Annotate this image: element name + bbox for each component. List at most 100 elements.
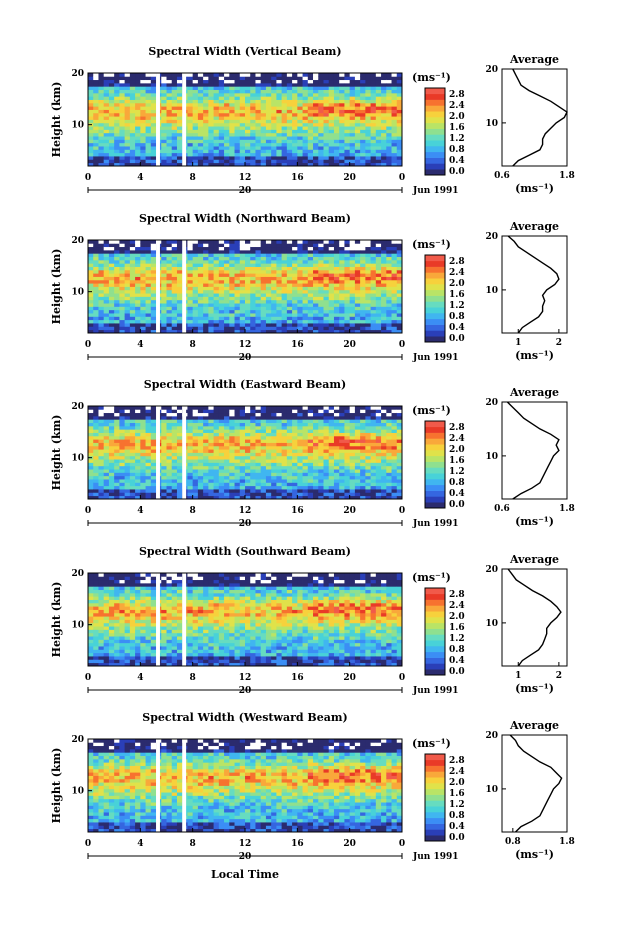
heatmap-cell [265, 412, 272, 417]
heatmap-cell [245, 73, 251, 77]
heatmap-cell [203, 309, 209, 314]
heatmap-cell [161, 469, 167, 473]
heatmap-cell [250, 102, 256, 107]
heatmap-cell [349, 109, 356, 114]
heatmap-cell [119, 269, 126, 274]
heatmap-cell [88, 489, 94, 493]
heatmap-cell [176, 313, 183, 317]
heatmap-cell [396, 89, 403, 94]
heatmap-cell [88, 259, 94, 264]
heatmap-cell [197, 82, 204, 87]
heatmap-cell [103, 109, 110, 114]
heatmap-cell [135, 276, 141, 281]
heatmap-cell [187, 99, 194, 104]
heatmap-cell [354, 326, 361, 331]
heatmap-cell [245, 429, 251, 433]
heatmap-cell [370, 156, 377, 160]
heatmap-cell [192, 116, 199, 120]
heatmap-cell [271, 489, 277, 493]
heatmap-cell [88, 406, 94, 410]
heatmap-cell [292, 156, 298, 160]
heatmap-cell [140, 419, 146, 424]
heatmap-cell [365, 249, 371, 254]
heatmap-cell [307, 273, 314, 277]
heatmap-cell [323, 283, 330, 287]
heatmap-cell [381, 253, 387, 258]
heatmap-cell [396, 276, 403, 281]
heatmap-cell [234, 412, 241, 417]
heatmap-cell [250, 293, 256, 297]
heatmap-cell [360, 76, 366, 81]
heatmap-cell [192, 293, 199, 297]
heatmap-cell [171, 435, 178, 440]
heatmap-cell [286, 475, 293, 480]
heatmap-cell [135, 273, 141, 277]
heatmap-cell [229, 319, 235, 324]
heatmap-cell [323, 316, 330, 321]
heatmap-cell [229, 326, 235, 331]
heatmap-cell [161, 246, 167, 251]
heatmap-cell [108, 316, 115, 321]
heatmap-cell [381, 266, 387, 271]
heatmap-cell [286, 256, 293, 261]
heatmap-cell [286, 136, 293, 140]
heatmap-cell [229, 116, 235, 120]
heatmap-cell [354, 422, 361, 427]
heatmap-cell [176, 159, 183, 164]
heatmap-cell [213, 122, 220, 127]
heatmap-cell [302, 406, 309, 410]
heatmap-cell [344, 313, 351, 317]
heatmap-cell [323, 452, 330, 457]
heatmap-cell [145, 286, 152, 291]
heatmap-cell [271, 409, 277, 414]
heatmap-cell [396, 76, 403, 81]
heatmap-cell [349, 102, 356, 107]
heatmap-cell [192, 465, 199, 470]
heatmap-cell [192, 112, 199, 117]
heatmap-cell [318, 73, 324, 77]
heatmap-cell [218, 79, 225, 84]
heatmap-cell [213, 296, 220, 301]
heatmap-cell [349, 309, 356, 314]
heatmap-cell [349, 296, 356, 301]
heatmap-cell [333, 462, 340, 467]
heatmap-cell [354, 455, 361, 460]
heatmap-cell [145, 439, 152, 443]
heatmap-cell [108, 455, 115, 460]
heatmap-cell [192, 243, 199, 248]
heatmap-cell [239, 279, 246, 284]
heatmap-cell [328, 73, 335, 77]
heatmap-cell [150, 73, 157, 77]
heatmap-cell [307, 475, 314, 480]
heatmap-cell [339, 246, 345, 251]
heatmap-cell [171, 495, 178, 500]
heatmap-cell [302, 266, 309, 271]
heatmap-cell [391, 99, 398, 104]
heatmap-cell [203, 263, 209, 267]
heatmap-cell [239, 309, 246, 314]
heatmap-cell [381, 256, 387, 261]
heatmap-cell [197, 429, 204, 433]
heatmap-cell [271, 149, 277, 154]
heatmap-cell [192, 425, 199, 430]
heatmap-cell [265, 299, 272, 304]
heatmap-cell [276, 92, 283, 97]
heatmap-cell [208, 86, 214, 91]
heatmap-cell [208, 149, 214, 154]
heatmap-cell [255, 273, 262, 277]
heatmap-cell [124, 266, 131, 271]
heatmap-cell [286, 412, 293, 417]
heatmap-cell [281, 479, 288, 483]
heatmap-cell [119, 495, 126, 500]
heatmap-cell [234, 445, 241, 450]
heatmap-cell [302, 462, 309, 467]
heatmap-cell [88, 492, 94, 497]
heatmap-cell [119, 419, 126, 424]
heatmap-cell [313, 283, 319, 287]
heatmap-cell [323, 313, 330, 317]
heatmap-cell [333, 452, 340, 457]
heatmap-cell [250, 243, 256, 248]
heatmap-cell [213, 73, 220, 77]
heatmap-cell [129, 472, 136, 477]
heatmap-cell [271, 146, 277, 150]
